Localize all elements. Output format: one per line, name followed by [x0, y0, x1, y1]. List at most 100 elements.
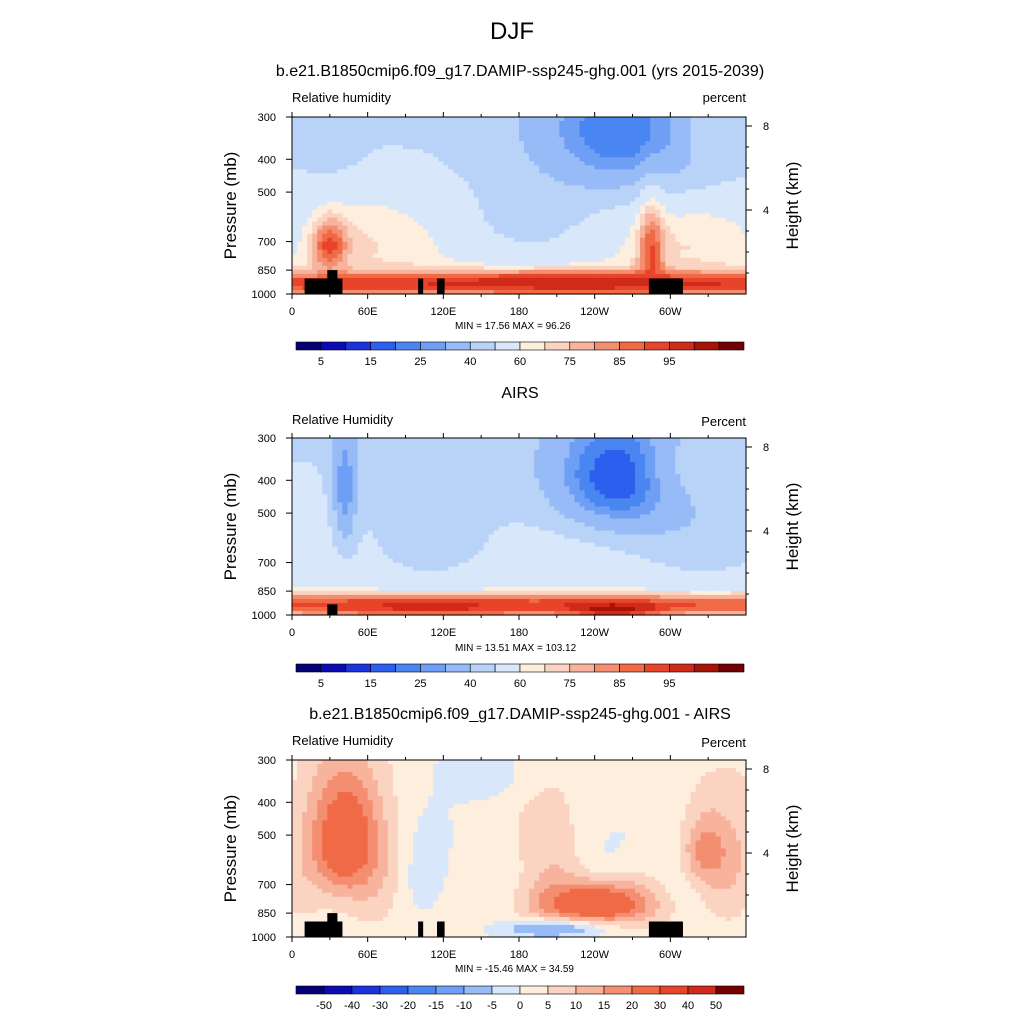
panel-3-colorbar-label-7: 0: [517, 1000, 523, 1012]
panel-3-terrain-0: [304, 921, 343, 937]
panel-3-y2label: Height (km): [783, 805, 802, 893]
panel-3-ytick-label-5: 1000: [252, 932, 276, 944]
panel-1-colorbar-label-5: 75: [564, 356, 576, 368]
panel-3-xtick-label-1: 60E: [358, 949, 378, 961]
panel-1-colorbar-box-3: [370, 341, 396, 351]
panel-3-colorbar-label-8: 5: [545, 1000, 551, 1012]
panel-2-frame: [291, 437, 747, 616]
panel-2-colorbar-box-12: [594, 663, 620, 673]
panel-3-terrain-1: [327, 913, 338, 937]
panel-3-xtick-label-3: 180: [510, 949, 528, 961]
panel-2-ytick-label-4: 850: [258, 586, 276, 598]
panel-1-field: [292, 117, 747, 295]
panel-3-colorbar-box-9: [547, 985, 577, 995]
panel-2-ytick-label-1: 400: [258, 475, 276, 487]
panel-1-colorbar-label-1: 15: [365, 356, 377, 368]
panel-1-colorbar: 5 15 25 40 60 75 85 95: [295, 341, 745, 368]
panel-3-field: [292, 760, 747, 938]
panel-2-colorbar-label-7: 95: [663, 678, 675, 690]
panel-1-y2tick-label-0: 8: [763, 121, 769, 133]
panel-2-xtick-label-1: 60E: [358, 627, 378, 639]
panel-3-colorbar-label-3: -20: [400, 1000, 416, 1012]
panel-3-y2tick-label-0: 8: [763, 764, 769, 776]
panel-2-xtick-label-3: 180: [510, 627, 528, 639]
panel-1-terrain-2: [418, 278, 424, 294]
panel-2-colorbar-box-10: [544, 663, 571, 673]
panel-1-terrain-3: [437, 278, 445, 294]
panel-2-xtick-label-0: 0: [289, 627, 295, 639]
panel-2-colorbar-label-2: 25: [414, 678, 426, 690]
panel-2-variable-label: Relative Humidity: [292, 412, 394, 427]
panel-2-colorbar-label-3: 40: [464, 678, 476, 690]
panel-2-colorbar-box-9: [519, 663, 546, 673]
panel-3-ytick-label-0: 300: [258, 755, 276, 767]
panel-1-colorbar-label-3: 40: [464, 356, 476, 368]
panel-2-colorbar-box-16: [693, 663, 720, 673]
panel-1-colorbar-box-15: [669, 341, 695, 351]
panel-3-colorbar-label-11: 20: [626, 1000, 638, 1012]
panel-3-ytick-label-4: 850: [258, 908, 276, 920]
panel-2-colorbar-box-15: [669, 663, 695, 673]
panel-3-colorbar-label-4: -15: [428, 1000, 444, 1012]
panel-3-colorbar-label-1: -40: [344, 1000, 360, 1012]
panel-2-colorbar-label-4: 60: [514, 678, 526, 690]
panel-3-frame: [291, 759, 747, 938]
panel-3-colorbar-box-14: [687, 985, 717, 995]
panel-2-colorbar: 5 15 25 40 60 75 85 95: [295, 663, 745, 690]
panel-2-colorbar-box-3: [370, 663, 396, 673]
panel-2-colorbar-box-4: [395, 663, 421, 673]
panel-1-colorbar-label-0: 5: [318, 356, 324, 368]
panel-3-variable-label: Relative Humidity: [292, 733, 394, 748]
panel-3-xtick-label-0: 0: [289, 949, 295, 961]
panel-1-colorbar-box-2: [345, 341, 371, 351]
panel-1-ytick-label-3: 700: [258, 237, 276, 249]
panel-2-ytick-label-0: 300: [258, 433, 276, 445]
panel-1-ytick-label-0: 300: [258, 112, 276, 124]
panel-2-colorbar-box-1: [320, 663, 347, 673]
panel-2-xtick-label-4: 120W: [580, 627, 609, 639]
main-title: DJF: [490, 18, 534, 45]
panel-3-colorbar-box-12: [631, 985, 661, 995]
panel-2-colorbar-label-5: 75: [564, 678, 576, 690]
panel-1-units-label: percent: [702, 90, 746, 105]
panel-2-colorbar-box-8: [494, 663, 521, 673]
panel-1-variable-label: Relative humidity: [292, 90, 391, 105]
panel-1-xtick-label-3: 180: [510, 306, 528, 318]
panel-1-colorbar-label-2: 25: [414, 356, 426, 368]
panel-3-colorbar-box-15: [715, 985, 745, 995]
panel-2-colorbar-box-7: [469, 663, 496, 673]
panel-3-colorbar-box-3: [379, 985, 409, 995]
panel-3-colorbar-box-13: [659, 985, 689, 995]
panel-1-terrain-1: [327, 270, 338, 294]
panel-2-colorbar-label-1: 15: [365, 678, 377, 690]
panel-1-colorbar-box-16: [693, 341, 720, 351]
panel-2-units-label: Percent: [701, 414, 746, 429]
panel-1-colorbar-box-0: [295, 341, 322, 351]
panel-1-ytick-label-1: 400: [258, 154, 276, 166]
panel-3-terrain-4: [648, 921, 683, 937]
panel-2-title: AIRS: [501, 385, 539, 402]
panel-3-ytick-label-3: 700: [258, 880, 276, 892]
panel-1-colorbar-box-4: [395, 341, 421, 351]
panel-3-colorbar-box-0: [295, 985, 325, 995]
panel-1-colorbar-box-10: [544, 341, 571, 351]
panel-3-colorbar-box-6: [463, 985, 493, 995]
panel-2-colorbar-label-0: 5: [318, 678, 324, 690]
panel-1-terrain-4: [648, 278, 683, 294]
panel-1-colorbar-box-5: [420, 341, 446, 351]
panel-3-colorbar-label-6: -5: [487, 1000, 497, 1012]
panel-3-colorbar-label-0: -50: [316, 1000, 332, 1012]
panel-3-colorbar-box-4: [407, 985, 437, 995]
panel-3-title: b.e21.B1850cmip6.f09_g17.DAMIP-ssp245-gh…: [309, 706, 731, 723]
panel-1-colorbar-box-1: [320, 341, 347, 351]
panel-1-stats: MIN = 17.56 MAX = 96.26: [455, 321, 571, 332]
panel-2-y2tick-label-0: 8: [763, 442, 769, 454]
panel-3-colorbar: -50 -40 -30 -20 -15 -10 -5 0 5 10 15 20 30 40 50: [295, 985, 745, 1012]
panel-2-colorbar-box-14: [644, 663, 670, 673]
panel-1-y2tick-label-1: 4: [763, 205, 769, 217]
panel-3-stats: MIN = -15.46 MAX = 34.59: [455, 964, 574, 975]
panel-3-y2tick-label-1: 4: [763, 848, 769, 860]
panel-1-xtick-label-5: 60W: [659, 306, 682, 318]
panel-1-colorbar-label-7: 95: [663, 356, 675, 368]
